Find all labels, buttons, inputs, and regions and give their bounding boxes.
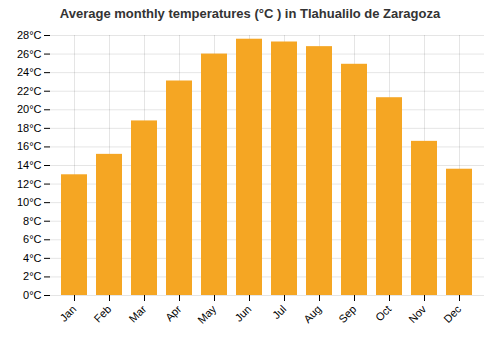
svg-text:Sep: Sep xyxy=(336,303,358,325)
svg-text:Dec: Dec xyxy=(441,302,464,325)
svg-text:26°C: 26°C xyxy=(17,48,42,60)
svg-text:28°C: 28°C xyxy=(17,29,42,41)
svg-text:12°C: 12°C xyxy=(17,178,42,190)
svg-text:Aug: Aug xyxy=(301,303,323,325)
html-text:Average monthly temperatures (: Average monthly temperatures (°C ) in Tl… xyxy=(59,6,441,21)
svg-text:0°C: 0°C xyxy=(23,289,42,301)
svg-text:14°C: 14°C xyxy=(17,159,42,171)
svg-text:Jan: Jan xyxy=(57,303,78,324)
svg-text:May: May xyxy=(195,302,219,326)
svg-text:Nov: Nov xyxy=(406,302,429,325)
svg-text:2°C: 2°C xyxy=(23,270,42,282)
svg-text:18°C: 18°C xyxy=(17,122,42,134)
svg-text:Oct: Oct xyxy=(373,303,394,324)
svg-text:Jul: Jul xyxy=(270,303,288,321)
svg-text:6°C: 6°C xyxy=(23,233,42,245)
svg-text:20°C: 20°C xyxy=(17,103,42,115)
svg-text:22°C: 22°C xyxy=(17,85,42,97)
svg-text:8°C: 8°C xyxy=(23,215,42,227)
svg-text:4°C: 4°C xyxy=(23,252,42,264)
svg-text:Apr: Apr xyxy=(163,303,184,324)
svg-text:Mar: Mar xyxy=(127,303,149,325)
svg-text:10°C: 10°C xyxy=(17,196,42,208)
svg-text:Jun: Jun xyxy=(232,303,253,324)
svg-text:16°C: 16°C xyxy=(17,140,42,152)
svg-text:24°C: 24°C xyxy=(17,66,42,78)
svg-text:Feb: Feb xyxy=(92,303,114,325)
